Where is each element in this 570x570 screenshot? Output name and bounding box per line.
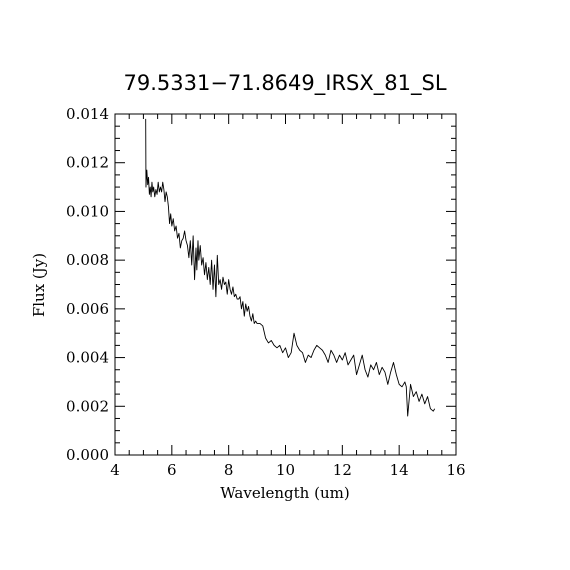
y-tick-label: 0.014 (66, 105, 109, 123)
axis-ticks (114, 113, 457, 456)
y-tick-label: 0.000 (66, 446, 109, 464)
y-tick-labels: 0.000 0.002 0.004 0.006 0.008 0.010 0.012 0.014 (66, 105, 109, 464)
y-tick-label: 0.008 (66, 251, 109, 269)
x-tick-label: 4 (110, 461, 120, 479)
x-tick-label: 16 (446, 461, 465, 479)
x-tick-label: 6 (167, 461, 177, 479)
y-tick-label: 0.010 (66, 202, 109, 220)
x-tick-label: 14 (390, 461, 409, 479)
chart-title: 79.5331−71.8649_IRSX_81_SL (123, 71, 446, 96)
x-tick-label: 10 (276, 461, 295, 479)
x-tick-label: 8 (224, 461, 234, 479)
y-axis-label: Flux (Jy) (30, 253, 48, 317)
flux-series-line (145, 118, 436, 417)
y-tick-label: 0.004 (66, 349, 109, 367)
plot-frame (114, 113, 457, 456)
x-tick-labels: 4 6 8 10 12 14 16 (110, 461, 465, 479)
x-axis-label: Wavelength (um) (220, 484, 349, 502)
y-tick-label: 0.002 (66, 397, 109, 415)
y-tick-label: 0.006 (66, 300, 109, 318)
x-tick-label: 12 (333, 461, 352, 479)
y-tick-label: 0.012 (66, 154, 109, 172)
